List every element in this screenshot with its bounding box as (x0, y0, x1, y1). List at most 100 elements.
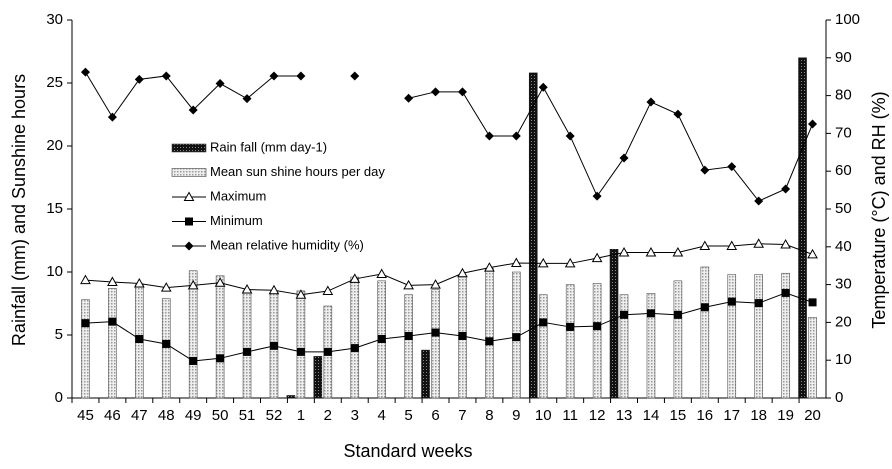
bar (619, 294, 629, 399)
x-tick-label: 52 (266, 407, 283, 424)
marker (645, 246, 657, 257)
marker (511, 131, 521, 141)
marker (754, 299, 763, 308)
y-tick-label: 10 (46, 263, 63, 280)
y-tick-label: 15 (46, 200, 63, 217)
marker (243, 347, 252, 356)
marker (700, 303, 709, 312)
x-tick-label: 51 (239, 407, 256, 424)
bar (431, 289, 440, 399)
marker (350, 71, 360, 81)
legend-label: Mean sun shine hours per day (210, 164, 385, 179)
marker (241, 283, 253, 294)
y2-tick-label: 90 (835, 49, 852, 66)
y2-axis-title: Temperature (°C) and RH (%) (869, 91, 889, 328)
marker (81, 319, 90, 328)
y2-tick-label: 70 (835, 124, 852, 141)
marker (539, 318, 548, 327)
x-tick-label: 7 (458, 407, 466, 424)
x-tick-label: 11 (562, 407, 578, 424)
marker (349, 273, 361, 283)
marker (404, 332, 413, 341)
legend-label: Minimum (210, 213, 263, 228)
marker (727, 297, 736, 306)
marker (537, 257, 549, 268)
marker (510, 257, 522, 268)
bar (161, 298, 171, 399)
marker (592, 191, 602, 201)
marker (512, 333, 521, 342)
marker (134, 74, 144, 84)
marker (646, 309, 655, 318)
x-tick-label: 16 (696, 407, 713, 424)
bar (754, 274, 763, 399)
marker (107, 276, 118, 286)
bar (108, 288, 117, 399)
marker (673, 310, 682, 319)
marker (161, 71, 171, 81)
y2-tick-label: 80 (835, 87, 852, 104)
marker (646, 97, 656, 107)
marker (80, 67, 90, 77)
marker (781, 184, 791, 194)
line (85, 292, 813, 362)
marker (754, 196, 764, 206)
bar (242, 290, 252, 399)
bar (528, 72, 538, 399)
marker (269, 341, 278, 350)
marker (673, 109, 683, 119)
x-tick-label: 9 (512, 407, 520, 424)
y2-tick-label: 10 (835, 351, 852, 368)
marker (565, 131, 575, 141)
marker (430, 279, 441, 289)
marker (808, 119, 818, 129)
y2-tick-label: 30 (835, 276, 852, 293)
x-tick-label: 50 (212, 407, 229, 424)
marker (484, 131, 494, 141)
marker (699, 240, 711, 251)
marker (376, 268, 388, 279)
y-tick-label: 30 (46, 11, 63, 28)
bar (485, 267, 494, 399)
marker (350, 344, 359, 353)
y2-tick-label: 50 (835, 200, 852, 217)
x-tick-label: 10 (535, 407, 552, 424)
marker (431, 328, 440, 337)
y-tick-label: 25 (46, 74, 63, 91)
x-tick-label: 1 (297, 407, 305, 424)
y2-tick-label: 20 (835, 313, 852, 330)
marker (216, 354, 225, 363)
marker (457, 267, 468, 278)
marker (135, 335, 144, 344)
bar (646, 293, 656, 399)
marker (322, 285, 334, 296)
y-tick-label: 5 (55, 326, 63, 343)
bar (808, 317, 817, 399)
line (85, 71, 813, 202)
legend-swatch (171, 143, 207, 153)
y2-tick-label: 60 (835, 162, 852, 179)
y-tick-label: 0 (55, 389, 63, 406)
x-tick-label: 8 (485, 407, 493, 424)
y-axis-title: Rainfall (mm) and Sunshine hours (9, 74, 29, 346)
bar (286, 395, 296, 399)
marker (781, 288, 790, 297)
x-tick-label: 3 (351, 407, 359, 424)
x-tick-label: 19 (777, 407, 794, 424)
x-tick-label: 15 (670, 407, 687, 424)
x-tick-label: 6 (431, 407, 439, 424)
legend-marker (185, 217, 193, 226)
marker (189, 356, 198, 365)
bar (673, 280, 683, 399)
bar (296, 290, 306, 399)
marker (591, 252, 603, 263)
y2-tick-label: 100 (835, 11, 860, 28)
marker (672, 246, 684, 257)
x-tick-label: 18 (750, 407, 767, 424)
bar (313, 356, 323, 399)
legend-marker (184, 241, 194, 251)
x-tick-label: 13 (616, 407, 633, 424)
marker (700, 165, 710, 175)
bar (215, 275, 225, 399)
